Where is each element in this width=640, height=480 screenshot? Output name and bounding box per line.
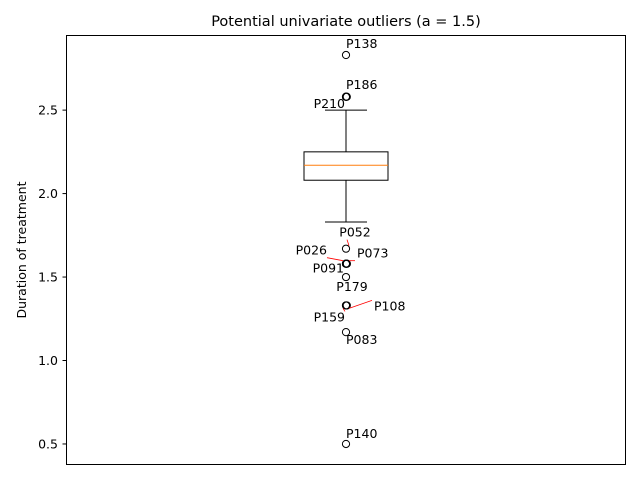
outlier-annotation-arrow [346, 239, 350, 246]
outlier-label: P026 [296, 243, 327, 258]
chart-title: Potential univariate outliers (a = 1.5) [211, 14, 481, 30]
outlier-label: P186 [346, 77, 377, 92]
y-tick-label: 1.5 [38, 270, 58, 285]
outlier-label: P138 [346, 36, 377, 51]
outlier-point [341, 328, 351, 337]
outlier-label: P140 [346, 426, 377, 441]
outlier-label: P083 [346, 332, 377, 347]
outlier-point [341, 272, 351, 282]
outlier-label: P052 [339, 225, 370, 240]
plot-frame [66, 35, 626, 465]
box-plot [303, 109, 389, 223]
outlier-label: P091 [313, 261, 344, 276]
outlier-point [341, 244, 351, 253]
outlier-points [341, 50, 351, 449]
y-tick-label: 2.5 [38, 103, 58, 118]
y-axis: 0.5 1.0 1.5 2.0 2.5 [38, 103, 67, 451]
outlier-annotation-arrow [342, 308, 346, 312]
y-tick-label: 0.5 [38, 436, 58, 451]
outlier-point [342, 259, 351, 268]
outlier-label: P210 [314, 96, 345, 111]
outlier-annotation-arrow [348, 300, 373, 309]
outlier-point [342, 301, 351, 310]
y-tick-label: 1.0 [38, 353, 58, 368]
outlier-label: P179 [336, 279, 367, 294]
outlier-point [341, 439, 351, 449]
outlier-point [341, 50, 351, 60]
outlier-label: P108 [374, 298, 405, 313]
y-tick-label: 2.0 [38, 186, 58, 201]
outlier-point [342, 92, 351, 101]
outlier-annotation-arrow [326, 257, 344, 262]
interquartile-box [303, 151, 389, 181]
y-axis-label: Duration of treatment [14, 181, 29, 318]
outlier-label: P073 [357, 246, 388, 261]
outlier-label: P159 [314, 309, 345, 324]
